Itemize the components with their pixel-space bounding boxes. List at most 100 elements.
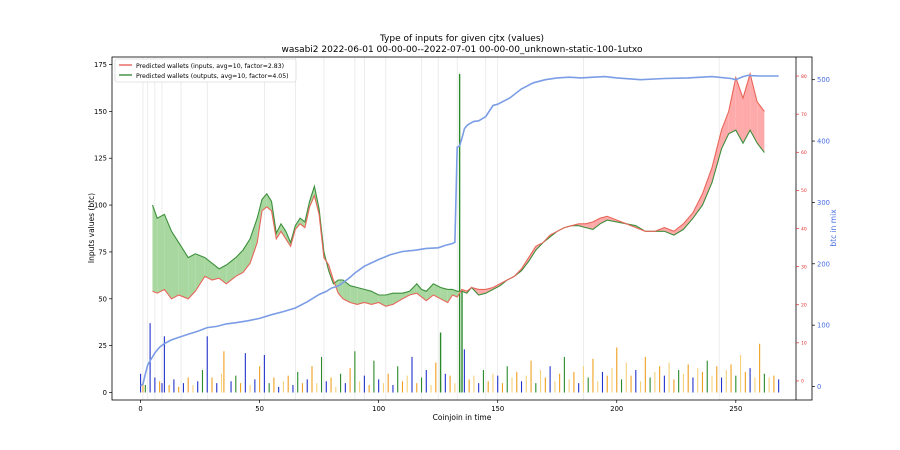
bar bbox=[592, 358, 594, 393]
bar bbox=[716, 366, 718, 393]
y-right-inner-tick-label: 80 bbox=[801, 74, 807, 80]
bar bbox=[506, 366, 508, 393]
bar bbox=[282, 381, 284, 393]
bar bbox=[468, 379, 470, 393]
bar bbox=[335, 386, 337, 393]
x-tick-label: 0 bbox=[138, 405, 142, 413]
y-right-tick-label: 200 bbox=[817, 260, 830, 268]
bar bbox=[273, 377, 275, 393]
y-right-inner-tick-label: 0 bbox=[801, 379, 804, 385]
fill-between-segment bbox=[204, 257, 212, 281]
bar bbox=[401, 381, 404, 393]
fill-between-segment bbox=[195, 253, 205, 292]
bar bbox=[316, 383, 318, 393]
x-axis: 0 50 100 150 200 250 bbox=[138, 400, 742, 413]
bar bbox=[540, 370, 542, 393]
bar bbox=[192, 385, 194, 393]
bar bbox=[511, 377, 513, 393]
fill-between-segment bbox=[757, 101, 765, 153]
legend-outputs-label: Predicted wallets (outputs, avg=10, fact… bbox=[136, 73, 289, 80]
bar bbox=[182, 383, 184, 393]
fill-between-segment bbox=[342, 280, 351, 303]
bar bbox=[144, 385, 146, 393]
bar bbox=[173, 379, 175, 393]
fill-between-segment bbox=[409, 283, 417, 296]
bar bbox=[411, 356, 413, 393]
fill-between-segment bbox=[178, 242, 189, 299]
fill-between-segment bbox=[664, 227, 674, 236]
bar bbox=[749, 368, 751, 393]
bar bbox=[778, 379, 780, 393]
bar bbox=[420, 377, 423, 393]
bar bbox=[197, 381, 199, 393]
bar bbox=[161, 383, 163, 393]
fill-between-segment bbox=[364, 289, 372, 305]
bar bbox=[549, 366, 551, 393]
fill-between-segment bbox=[673, 223, 684, 236]
bar bbox=[430, 385, 432, 393]
x-tick-label: 200 bbox=[610, 405, 623, 413]
bar bbox=[363, 375, 365, 393]
y-tick-label: 25 bbox=[98, 342, 107, 350]
bar bbox=[473, 375, 475, 393]
fill-between-segment bbox=[300, 218, 305, 228]
bar bbox=[678, 370, 680, 393]
fill-between-segment bbox=[712, 130, 722, 183]
bar bbox=[244, 353, 246, 393]
y-tick-label: 0 bbox=[103, 389, 107, 397]
bar bbox=[644, 356, 646, 393]
legend-box bbox=[114, 58, 297, 83]
bar bbox=[501, 383, 504, 393]
bar bbox=[240, 383, 242, 393]
bar bbox=[159, 381, 161, 393]
lines-layer bbox=[140, 71, 779, 387]
bar bbox=[206, 336, 208, 393]
bar bbox=[154, 377, 156, 393]
bar bbox=[701, 371, 704, 393]
x-tick-label: 100 bbox=[372, 405, 385, 413]
legend: Predicted wallets (inputs, avg=10, facto… bbox=[114, 58, 297, 83]
bar bbox=[673, 379, 675, 393]
bar bbox=[640, 381, 642, 393]
bar bbox=[287, 375, 289, 393]
fill-between-segment bbox=[266, 193, 272, 211]
bar bbox=[482, 370, 484, 393]
bars-layer bbox=[140, 73, 780, 393]
area-layer bbox=[152, 73, 765, 307]
bar bbox=[325, 381, 327, 393]
y-right-tick-label: 0 bbox=[817, 383, 821, 391]
y-axis-right-outer: 0 100 200 300 400 500 bbox=[812, 76, 830, 391]
fill-between-segment bbox=[226, 257, 236, 284]
bar bbox=[516, 371, 518, 393]
bar bbox=[601, 371, 604, 393]
bar bbox=[263, 355, 265, 393]
fill-between-segment bbox=[250, 218, 258, 264]
bar bbox=[659, 366, 661, 393]
bar bbox=[520, 381, 523, 393]
bar bbox=[754, 377, 756, 393]
chart-subtitle: wasabi2 2022-06-01 00-00-00--2022-07-01 … bbox=[282, 45, 643, 55]
bar bbox=[759, 343, 761, 393]
bar bbox=[149, 323, 151, 393]
bar bbox=[142, 381, 144, 393]
y-right-tick-label: 100 bbox=[817, 322, 830, 330]
y-right-inner-tick-label: 20 bbox=[801, 303, 807, 309]
bar bbox=[301, 383, 304, 393]
fill-between-segment bbox=[385, 293, 393, 307]
fill-between-segment bbox=[440, 287, 448, 303]
bar bbox=[597, 381, 599, 393]
bar bbox=[663, 375, 665, 393]
fill-between-segment bbox=[188, 253, 196, 299]
x-tick-label: 250 bbox=[729, 405, 742, 413]
bar bbox=[720, 377, 723, 393]
y-axis-left: 0 25 50 75 100 125 150 175 bbox=[94, 61, 112, 397]
bar bbox=[373, 360, 375, 393]
legend-inputs-label: Predicted wallets (inputs, avg=10, facto… bbox=[136, 63, 284, 70]
bar bbox=[220, 373, 223, 393]
bar bbox=[711, 375, 713, 393]
bar bbox=[611, 368, 613, 393]
bar bbox=[449, 375, 451, 393]
bar bbox=[235, 375, 237, 393]
bar bbox=[297, 371, 299, 393]
bar bbox=[230, 381, 232, 393]
